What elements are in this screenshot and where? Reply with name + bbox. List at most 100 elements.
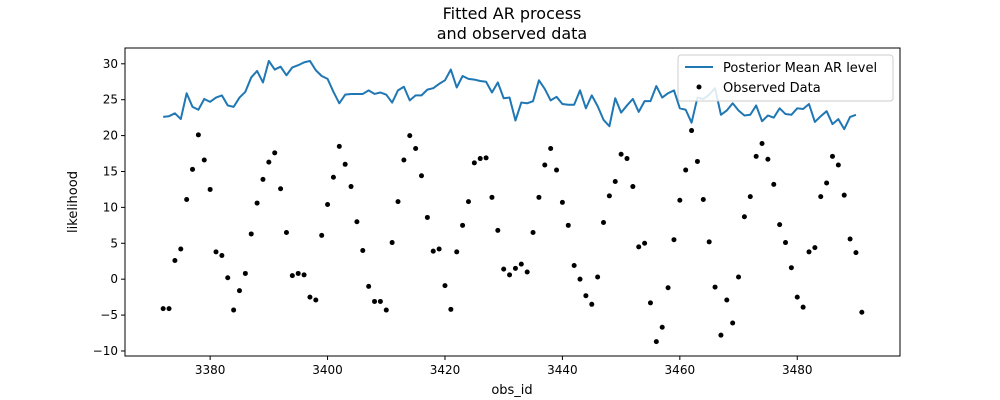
observed-point — [190, 166, 196, 172]
y-axis-ticks: −10 −5 0 5 10 15 20 25 30 — [93, 57, 125, 358]
observed-point — [824, 180, 830, 186]
observed-point — [313, 297, 319, 303]
observed-point — [554, 167, 560, 173]
observed-point — [225, 275, 231, 281]
observed-point — [530, 230, 536, 236]
observed-point — [330, 174, 336, 180]
observed-point — [160, 306, 166, 312]
observed-point — [712, 284, 718, 290]
observed-point — [783, 240, 789, 246]
y-tick-label: −5 — [100, 308, 118, 322]
observed-point — [800, 304, 806, 310]
observed-point — [518, 261, 524, 267]
x-tick-label: 3480 — [782, 363, 813, 377]
legend-label-ar-level: Posterior Mean AR level — [723, 61, 877, 76]
x-tick-label: 3400 — [312, 363, 343, 377]
observed-point — [777, 222, 783, 228]
observed-point — [283, 230, 289, 236]
y-axis-label: likelihood — [66, 171, 81, 233]
observed-point — [354, 219, 360, 225]
observed-point — [401, 157, 407, 163]
observed-point — [383, 307, 389, 313]
x-tick-label: 3420 — [430, 363, 461, 377]
observed-point — [706, 239, 712, 245]
observed-point — [495, 227, 501, 233]
observed-point — [653, 339, 659, 345]
observed-point — [589, 301, 595, 307]
plot-area — [160, 59, 865, 345]
observed-point — [430, 248, 436, 254]
observed-point — [642, 240, 648, 246]
legend-point-swatch — [696, 84, 702, 90]
y-tick-label: 25 — [103, 93, 118, 107]
plot-frame — [124, 47, 901, 357]
observed-point — [477, 156, 483, 162]
observed-point — [377, 298, 383, 304]
observed-point — [841, 192, 847, 198]
y-tick-label: −10 — [93, 344, 118, 358]
observed-point — [565, 222, 571, 228]
observed-point — [266, 159, 272, 165]
observed-point — [794, 294, 800, 300]
y-tick-label: 20 — [103, 129, 118, 143]
observed-point — [859, 309, 865, 315]
observed-point — [612, 179, 618, 185]
observed-point — [207, 186, 213, 192]
observed-point — [307, 294, 313, 300]
observed-point — [289, 273, 295, 279]
observed-point — [272, 150, 278, 156]
observed-point — [595, 274, 601, 280]
observed-point — [325, 202, 331, 208]
observed-point — [465, 199, 471, 205]
observed-point — [278, 186, 284, 192]
observed-point — [442, 283, 448, 289]
observed-point — [213, 249, 219, 255]
observed-point — [260, 176, 266, 182]
observed-point — [389, 240, 395, 246]
x-tick-label: 3440 — [547, 363, 578, 377]
x-tick-label: 3380 — [195, 363, 226, 377]
observed-point — [747, 194, 753, 200]
observed-point — [413, 146, 419, 152]
observed-point — [853, 250, 859, 256]
observed-point — [771, 181, 777, 187]
observed-point — [342, 161, 348, 167]
observed-point — [671, 237, 677, 243]
observed-point — [606, 193, 612, 199]
observed-point — [636, 244, 642, 250]
observed-point — [647, 300, 653, 306]
observed-point — [677, 197, 683, 203]
observed-point — [829, 153, 835, 159]
observed-point — [536, 194, 542, 200]
observed-point — [736, 274, 742, 280]
observed-point — [524, 269, 530, 275]
observed-point — [236, 288, 242, 294]
observed-point — [242, 270, 248, 276]
observed-point — [166, 306, 172, 312]
observed-point — [178, 246, 184, 252]
observed-point — [219, 252, 225, 258]
observed-point — [395, 199, 401, 205]
observed-point — [471, 160, 477, 166]
chart-title-line-1: Fitted AR process — [443, 4, 582, 23]
observed-point — [765, 156, 771, 162]
observed-point — [583, 293, 589, 299]
chart-title-line-2: and observed data — [437, 24, 587, 43]
y-tick-label: 30 — [103, 57, 118, 71]
observed-point — [818, 194, 824, 200]
y-tick-label: 15 — [103, 164, 118, 178]
observed-point — [559, 199, 565, 205]
observed-point — [195, 132, 201, 138]
observed-point — [366, 283, 372, 289]
observed-point — [812, 245, 818, 251]
observed-point — [436, 246, 442, 252]
observed-point — [501, 266, 507, 272]
observed-point — [372, 298, 378, 304]
x-tick-label: 3460 — [665, 363, 696, 377]
observed-point — [295, 270, 301, 276]
observed-point — [454, 249, 460, 255]
x-axis-label: obs_id — [491, 383, 532, 398]
observed-point — [248, 231, 254, 237]
x-axis-ticks: 3380 3400 3420 3440 3460 3480 — [195, 356, 813, 377]
